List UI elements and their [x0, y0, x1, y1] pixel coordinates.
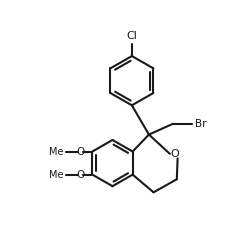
- Text: O: O: [77, 147, 85, 156]
- Text: Br: Br: [195, 119, 206, 129]
- Text: Me: Me: [49, 147, 64, 156]
- Text: O: O: [170, 149, 179, 159]
- Text: Cl: Cl: [126, 31, 137, 41]
- Text: O: O: [77, 170, 85, 180]
- Text: Me: Me: [49, 170, 64, 180]
